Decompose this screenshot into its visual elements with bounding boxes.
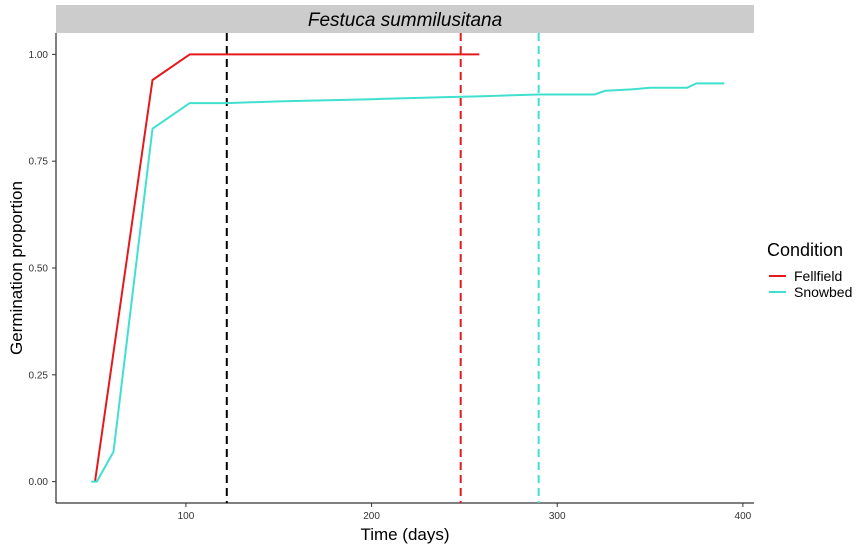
legend-label-snowbed: Snowbed xyxy=(794,284,852,300)
y-tick-label: 0.25 xyxy=(29,370,49,381)
y-tick-label: 0.75 xyxy=(29,157,49,168)
y-tick-label: 1.00 xyxy=(29,50,49,61)
series-lines xyxy=(91,53,725,483)
legend: Condition Fellfield Snowbed xyxy=(767,240,852,300)
y-tick-label: 0.50 xyxy=(29,264,49,275)
chart-title: Festuca summilusitana xyxy=(308,10,502,31)
x-tick-label: 200 xyxy=(363,511,380,522)
x-tick-label: 300 xyxy=(549,511,566,522)
y-ticks: 0.00 0.25 0.50 0.75 1.00 xyxy=(29,50,56,488)
series-line-snowbed xyxy=(91,82,725,483)
legend-label-fellfield: Fellfield xyxy=(794,268,842,284)
legend-title: Condition xyxy=(767,240,843,260)
y-tick-label: 0.00 xyxy=(29,477,49,488)
x-axis-title: Time (days) xyxy=(360,525,449,544)
facet-strip xyxy=(56,5,754,33)
x-tick-label: 100 xyxy=(178,511,195,522)
y-axis-title: Germination proportion xyxy=(7,181,26,355)
x-ticks: 100 200 300 400 xyxy=(178,503,752,522)
x-tick-label: 400 xyxy=(735,511,752,522)
series-line-fellfield xyxy=(94,53,480,482)
reference-lines xyxy=(225,33,540,503)
